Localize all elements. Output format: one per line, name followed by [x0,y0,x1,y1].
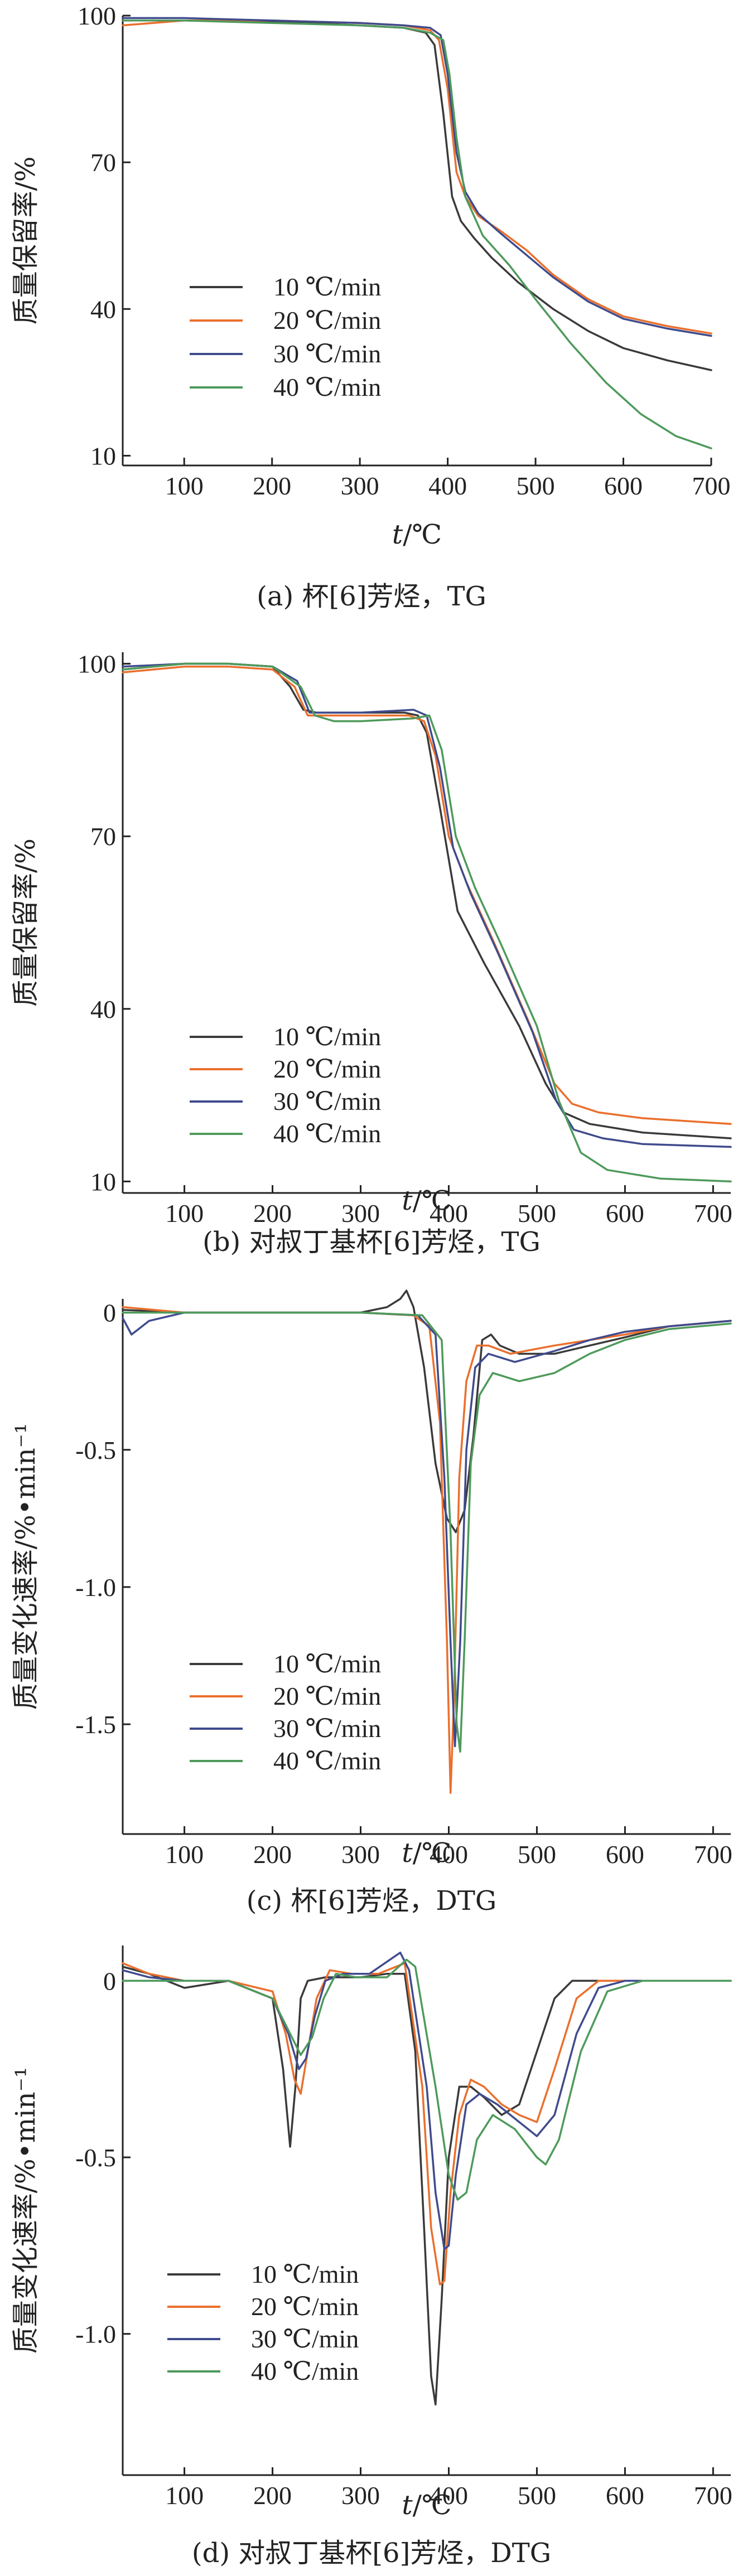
chart-d-svg: 100 200 300 400 500 600 700 0 -0.5 -1.0 t/℃ 质量变化速率/… [10,1946,732,2521]
y-tick-label: -1.0 [75,1573,116,1602]
legend-label: 30 ℃/min [251,2325,359,2353]
y-tick-label: 70 [90,148,116,177]
y-tick-label: 100 [78,650,116,678]
x-axis-title-unit: /℃ [403,519,442,550]
y-tick-label: 70 [90,822,116,851]
y-axis-title: 质量保留率/% [10,838,41,1007]
x-axis-title: t/℃ [392,519,442,550]
legend-label: 30 ℃/min [273,1087,381,1115]
x-tick-label: 500 [517,472,555,500]
x-tick-label: 500 [518,2481,556,2510]
series-line [122,1306,732,1794]
x-axis-title-var: t [402,1185,413,1216]
x-axis-title-unit: /℃ [413,2490,452,2521]
x-axis-title-unit: /℃ [413,1837,452,1869]
x-tick-label: 500 [518,1199,556,1228]
x-tick-label: 300 [341,2481,380,2510]
legend-label: 40 ℃/min [273,373,381,401]
y-tick-label: 40 [90,295,116,323]
x-tick-label: 500 [518,1840,556,1869]
x-axis-title: t/℃ [402,2490,451,2521]
legend-label: 30 ℃/min [273,1714,381,1743]
chart-b-svg: 100 200 300 400 500 600 700 10 40 70 100 t/℃ 质量保留率/%… [10,650,732,1228]
chart-panel-d: 100 200 300 400 500 600 700 0 -0.5 -1.0 t/℃ 质量变化速率/… [0,1929,743,2576]
legend-label: 40 ℃/min [273,1747,381,1775]
series-line [122,1962,732,2286]
legend-label: 40 ℃/min [273,1119,381,1148]
x-tick-label: 600 [606,2481,644,2510]
legend-label: 30 ℃/min [273,339,381,368]
x-tick-label: 400 [430,1199,468,1228]
y-tick-label: -0.5 [75,2143,116,2172]
x-tick-label: 700 [694,2481,732,2510]
x-tick-label: 100 [165,472,204,500]
chart-panel-b: 100 200 300 400 500 600 700 10 40 70 100 t/℃ 质量保留率/%… [0,630,743,1277]
legend-label: 40 ℃/min [251,2357,359,2385]
x-tick-label: 200 [253,1840,292,1869]
x-tick-label: 700 [694,1199,732,1228]
x-tick-label: 600 [606,1199,644,1228]
y-tick-label: 0 [103,1299,116,1327]
legend-label: 20 ℃/min [273,1682,381,1710]
legend-label: 10 ℃/min [273,1650,381,1678]
series-line [122,1966,732,2406]
y-tick-label: 40 [90,995,116,1023]
series-line [122,662,732,1183]
chart-panel-c: 100 200 300 400 500 600 700 0 -0.5 -1.0 -1.5 t/℃ 质量变… [0,1277,743,1929]
x-tick-label: 400 [428,472,467,500]
legend-label: 20 ℃/min [273,306,381,334]
x-axis-title: t/℃ [402,1185,451,1216]
y-tick-label: -1.0 [75,2320,116,2349]
series-line [122,1311,732,1748]
legend-label: 10 ℃/min [273,1022,381,1051]
y-tick-label: -0.5 [75,1436,116,1464]
series-line [122,1289,732,1534]
x-tick-label: 700 [692,472,731,500]
x-axis-title-var: t [402,2490,413,2521]
y-tick-label: 0 [103,1967,116,1995]
chart-b-caption: (b) 对叔丁基杯[6]芳烃，TG [202,1226,541,1258]
x-tick-label: 100 [165,2481,204,2510]
y-tick-label: -1.5 [75,1710,116,1739]
x-tick-label: 400 [430,1840,468,1869]
chart-c-svg: 100 200 300 400 500 600 700 0 -0.5 -1.0 -1.5 t/℃ 质量变… [10,1289,732,1869]
x-axis-title-var: t [392,519,403,550]
x-tick-label: 300 [341,1199,380,1228]
x-axis-title-unit: /℃ [413,1185,452,1216]
chart-d-caption: (d) 对叔丁基杯[6]芳烃，DTG [191,2538,552,2569]
x-tick-label: 400 [430,2481,468,2510]
x-tick-label: 200 [253,2481,292,2510]
x-tick-label: 200 [253,472,291,500]
legend-label: 20 ℃/min [273,1055,381,1083]
y-tick-label: 10 [90,1167,116,1196]
chart-a-caption: (a) 杯[6]芳烃，TG [257,581,486,612]
series-line [122,662,732,1139]
x-tick-label: 100 [165,1840,204,1869]
x-tick-label: 300 [341,1840,380,1869]
series-line [122,1951,732,2250]
y-axis-title: 质量保留率/% [10,157,41,325]
chart-c-caption: (c) 杯[6]芳烃，DTG [246,1885,497,1917]
legend-label: 20 ℃/min [251,2292,359,2321]
y-tick-label: 100 [78,2,116,30]
legend-label: 10 ℃/min [273,273,381,301]
y-tick-label: 10 [90,442,116,470]
series-line [122,1311,732,1753]
x-tick-label: 700 [694,1840,732,1869]
x-axis-title-var: t [402,1837,413,1869]
x-tick-label: 600 [604,472,643,500]
x-tick-label: 600 [606,1840,644,1869]
y-axis-title: 质量变化速率/%•min⁻¹ [10,1423,41,1710]
x-tick-label: 200 [253,1199,292,1228]
series-line [122,20,712,450]
series-line [122,1958,732,2201]
y-axis-title: 质量变化速率/%•min⁻¹ [10,2067,41,2354]
chart-panel-a: 100 200 300 400 500 600 700 10 40 70 100 t/℃ 质量保留率/%… [0,0,743,630]
chart-a-svg: 100 200 300 400 500 600 700 10 40 70 100 t/℃ 质量保留率/%… [10,2,731,550]
x-tick-label: 300 [341,472,379,500]
x-axis-title: t/℃ [402,1837,451,1869]
x-tick-label: 100 [165,1199,204,1228]
series-line [122,666,732,1125]
legend-label: 10 ℃/min [251,2260,359,2288]
